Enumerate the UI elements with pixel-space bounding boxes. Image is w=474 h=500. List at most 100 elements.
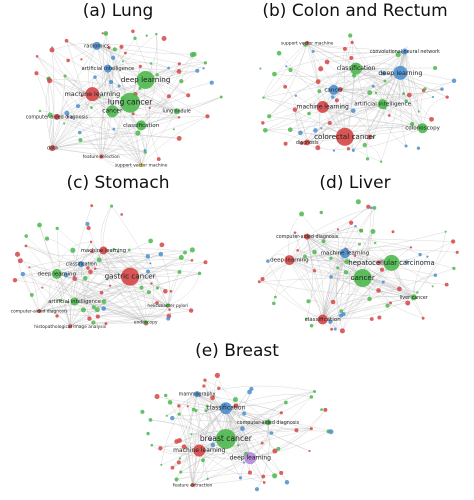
node [68,324,73,329]
minor-node [174,439,179,444]
edge [192,422,269,486]
edge [48,78,53,149]
node [215,428,236,449]
minor-node [242,411,247,416]
minor-node [351,148,355,152]
edge [404,51,419,112]
edge [96,45,189,96]
minor-node [191,407,196,412]
minor-node [148,106,151,109]
minor-node [174,477,179,482]
edge [81,264,105,302]
node-label: feature extraction [173,483,213,489]
minor-node [203,378,207,382]
edge [199,402,286,451]
minor-node [416,146,421,150]
edge [81,256,148,265]
edge [52,96,222,149]
minor-node [110,204,114,208]
minor-node [78,138,83,143]
minor-node [205,404,209,408]
edge [274,73,308,143]
minor-node [370,228,376,234]
minor-node [47,112,53,118]
edge [387,51,406,116]
minor-node [294,94,298,97]
minor-node [177,62,181,66]
minor-node [285,65,288,68]
edge [307,42,385,108]
edge [269,68,357,117]
minor-node [112,127,116,131]
edge [268,421,332,432]
minor-node [405,300,411,306]
edge [199,412,282,451]
node-label: classification [337,65,376,72]
edge [99,97,106,157]
minor-node [63,272,69,278]
edge [379,262,414,298]
edge [39,278,75,312]
edge [278,53,346,137]
node [37,309,42,314]
minor-node [379,160,383,163]
edge [286,66,423,129]
minor-node [107,46,111,50]
edge [389,51,406,116]
minor-node [269,431,274,435]
minor-node [346,147,351,151]
minor-node [217,386,221,390]
edge [25,245,82,265]
edge [322,272,347,320]
minor-node [188,308,194,313]
minor-node [376,288,381,293]
edge [225,408,265,483]
node [194,391,201,398]
edge [307,110,354,143]
minor-node [294,428,299,433]
edge [317,103,383,148]
edge [355,68,423,129]
edge [289,231,446,261]
node [53,113,60,120]
edge [199,450,265,483]
edge [102,205,112,251]
edge [199,428,312,451]
edge [80,139,142,166]
minor-node [431,95,435,99]
minor-node [283,141,288,146]
minor-node [91,305,96,310]
panel-title: (a) Lung [83,1,154,21]
edge [289,249,458,261]
minor-node [140,409,145,414]
minor-node [131,112,135,116]
minor-node [202,384,206,388]
edge [322,242,376,320]
edge [322,241,331,320]
minor-node [259,67,262,70]
node [136,70,155,89]
minor-node [197,271,202,276]
minor-node [176,460,181,465]
minor-node [155,73,159,77]
minor-node [451,78,457,83]
node-label: classification [66,262,97,268]
edge [345,272,414,298]
node-label: deep learning [270,258,309,264]
minor-node [160,463,163,466]
edge [422,96,448,129]
edge [321,72,401,129]
minor-node [299,211,305,217]
minor-node [377,315,382,320]
minor-node [272,71,277,77]
node [92,41,101,50]
minor-node [104,322,108,326]
minor-node [146,269,151,274]
minor-node [240,426,245,431]
minor-node [416,291,419,294]
node [193,444,206,457]
edge [96,45,204,69]
edge [161,394,198,465]
node [190,483,195,488]
minor-node [66,58,70,63]
